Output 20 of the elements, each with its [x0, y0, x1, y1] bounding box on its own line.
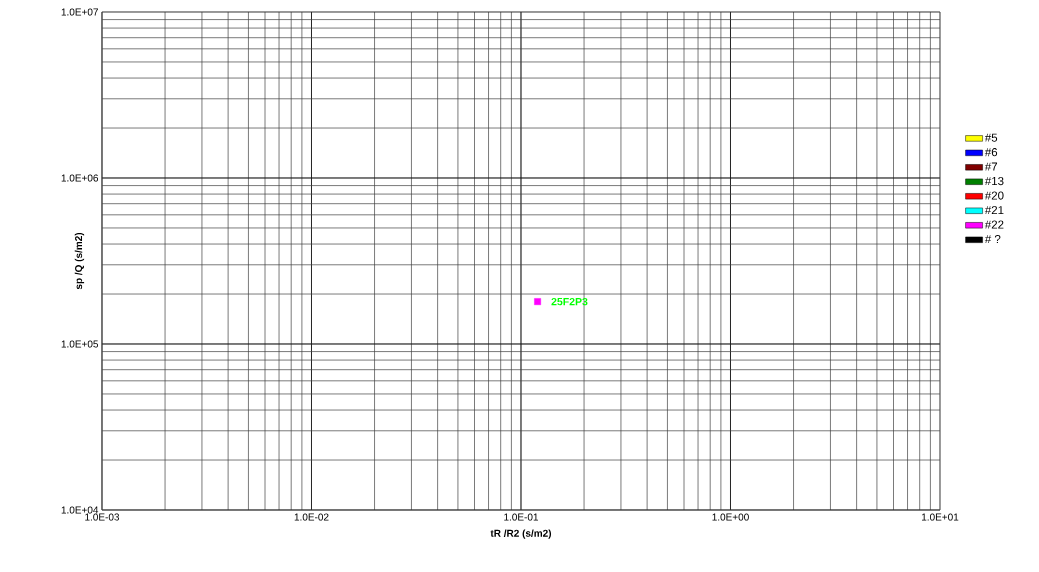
annotation: 25F2P3	[551, 297, 588, 306]
legend-label: # ?	[984, 235, 1001, 244]
legend-label: #6	[984, 148, 998, 157]
legend-label: #7	[984, 162, 998, 171]
x-axis-title: tR /R2 (s/m2)	[490, 529, 552, 539]
x-tick-label: 1.0E-02	[294, 513, 329, 521]
y-axis-title: sp /Q (s/m2)	[74, 232, 85, 290]
y-tick-label: 1.0E+04	[61, 506, 99, 514]
legend-label: #20	[984, 191, 1004, 200]
x-tick-label: 1.0E+00	[712, 513, 749, 521]
legend-label: #13	[984, 176, 1004, 186]
legend-label: #21	[984, 206, 1004, 215]
y-tick-label: 1.0E+05	[61, 340, 99, 348]
legend-label: #22	[984, 220, 1004, 229]
y-tick-label: 1.0E+06	[61, 174, 99, 182]
y-tick-label: 1.0E+07	[61, 8, 98, 16]
x-tick-label: 1.0E-03	[85, 513, 120, 521]
x-tick-label: 1.0E+01	[921, 513, 959, 521]
legend-label: #5	[984, 133, 998, 142]
x-tick-label: 1.0E-01	[504, 513, 539, 521]
